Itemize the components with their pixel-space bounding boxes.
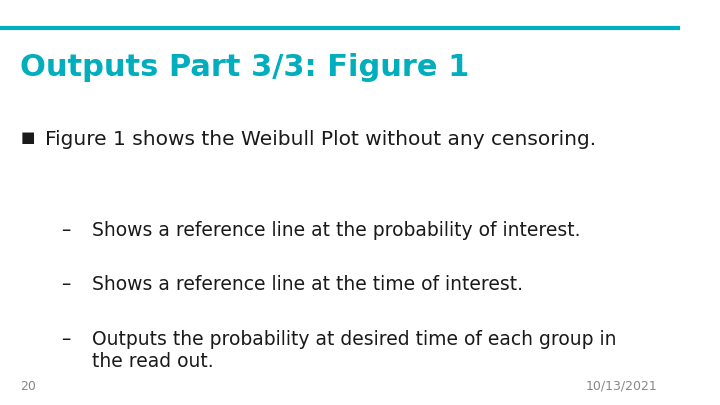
Text: ■: ■ bbox=[20, 130, 35, 145]
Text: Shows a reference line at the probability of interest.: Shows a reference line at the probabilit… bbox=[91, 221, 580, 240]
Text: Figure 1 shows the Weibull Plot without any censoring.: Figure 1 shows the Weibull Plot without … bbox=[45, 130, 597, 149]
Text: –: – bbox=[61, 221, 71, 240]
Text: Outputs Part 3/3: Figure 1: Outputs Part 3/3: Figure 1 bbox=[20, 53, 469, 82]
Text: 10/13/2021: 10/13/2021 bbox=[586, 380, 658, 393]
Text: 20: 20 bbox=[20, 380, 36, 393]
Text: Outputs the probability at desired time of each group in
the read out.: Outputs the probability at desired time … bbox=[91, 330, 616, 371]
Text: –: – bbox=[61, 330, 71, 349]
Text: –: – bbox=[61, 275, 71, 294]
Text: Shows a reference line at the time of interest.: Shows a reference line at the time of in… bbox=[91, 275, 523, 294]
